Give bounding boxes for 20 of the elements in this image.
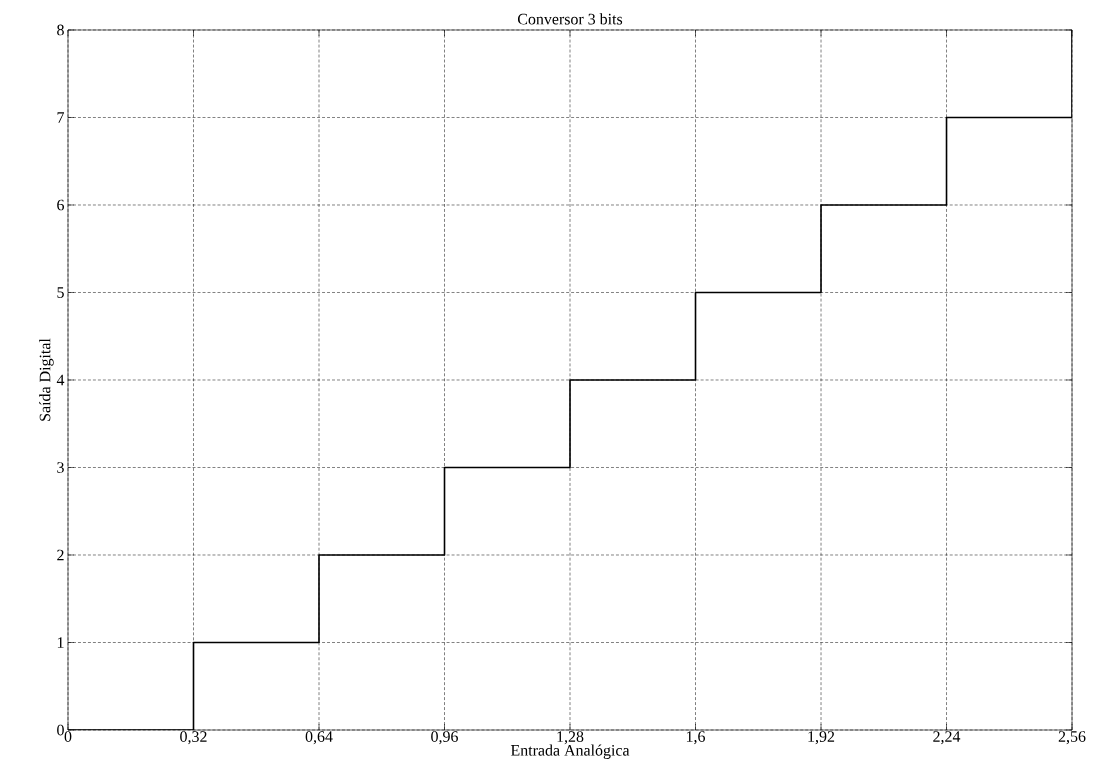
y-tick-label: 7 [57,112,65,123]
y-tick-label: 3 [57,462,64,473]
y-tick-label: 6 [57,199,65,211]
x-tick-label: 0,96 [431,731,458,745]
x-tick-label: 0 [64,731,72,742]
y-tick-label: 8 [57,24,64,36]
x-tick-label: 2,56 [1058,731,1086,745]
x-tick-label: 0,32 [180,731,207,745]
y-tick-label: 1 [57,637,64,648]
x-tick-label: 1,92 [808,731,835,745]
y-tick-label: 2 [57,549,64,561]
y-tick-label: 5 [57,287,64,298]
x-tick-label: 1,28 [557,731,584,745]
x-tick-label: 1,6 [686,731,706,745]
chart-title: Conversor 3 bits [517,13,623,25]
x-axis-title: Entrada Analógica [510,744,630,759]
x-tick-label: 0,64 [305,731,333,745]
y-axis-title: Saída Digital [39,338,54,421]
y-tick-label: 4 [56,374,65,386]
x-tick-label: 2,24 [933,731,961,745]
